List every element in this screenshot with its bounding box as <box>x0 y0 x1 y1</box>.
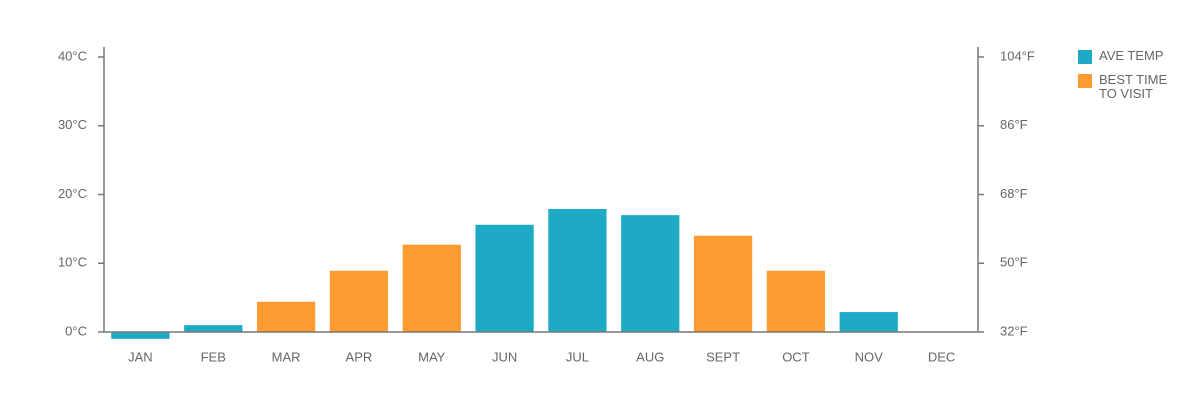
y-tick-label: 40°C <box>58 48 87 63</box>
x-tick-label: JUL <box>566 349 589 364</box>
bar <box>621 215 680 332</box>
x-tick-label: JAN <box>128 349 153 364</box>
bar <box>402 244 461 332</box>
bar <box>693 235 753 332</box>
y-tick-label: 10°C <box>58 255 87 270</box>
x-tick-label: SEPT <box>706 349 740 364</box>
y2-tick-label: 104°F <box>1000 48 1035 63</box>
legend-swatch <box>1078 50 1092 64</box>
bar <box>256 301 316 332</box>
x-tick-label: MAY <box>418 349 446 364</box>
legend-label: BEST TIME TO VISIT <box>1099 72 1168 101</box>
bar <box>184 325 243 332</box>
legend-item: AVE TEMP <box>1078 48 1188 64</box>
bar <box>548 208 607 332</box>
y-tick-label: 30°C <box>58 117 87 132</box>
x-tick-label: AUG <box>636 349 664 364</box>
x-tick-label: DEC <box>928 349 955 364</box>
bar <box>329 270 389 332</box>
bar <box>111 332 170 339</box>
legend-item: BEST TIME TO VISIT <box>1078 73 1188 101</box>
x-tick-label: FEB <box>201 349 226 364</box>
y2-tick-label: 68°F <box>1000 186 1028 201</box>
y2-tick-label: 86°F <box>1000 117 1028 132</box>
bar <box>839 312 898 332</box>
y2-tick-label: 50°F <box>1000 255 1028 270</box>
bar <box>475 224 534 332</box>
y-tick-label: 0°C <box>65 323 87 338</box>
x-tick-label: JUN <box>492 349 517 364</box>
legend-swatch <box>1078 74 1092 88</box>
x-tick-label: APR <box>346 349 373 364</box>
x-tick-label: OCT <box>782 349 810 364</box>
y2-tick-label: 32°F <box>1000 323 1028 338</box>
x-tick-label: MAR <box>272 349 301 364</box>
bar <box>766 270 826 332</box>
x-tick-label: NOV <box>855 349 884 364</box>
legend: AVE TEMP BEST TIME TO VISIT <box>1078 49 1188 111</box>
legend-label: AVE TEMP <box>1099 48 1164 63</box>
y-tick-label: 20°C <box>58 186 87 201</box>
